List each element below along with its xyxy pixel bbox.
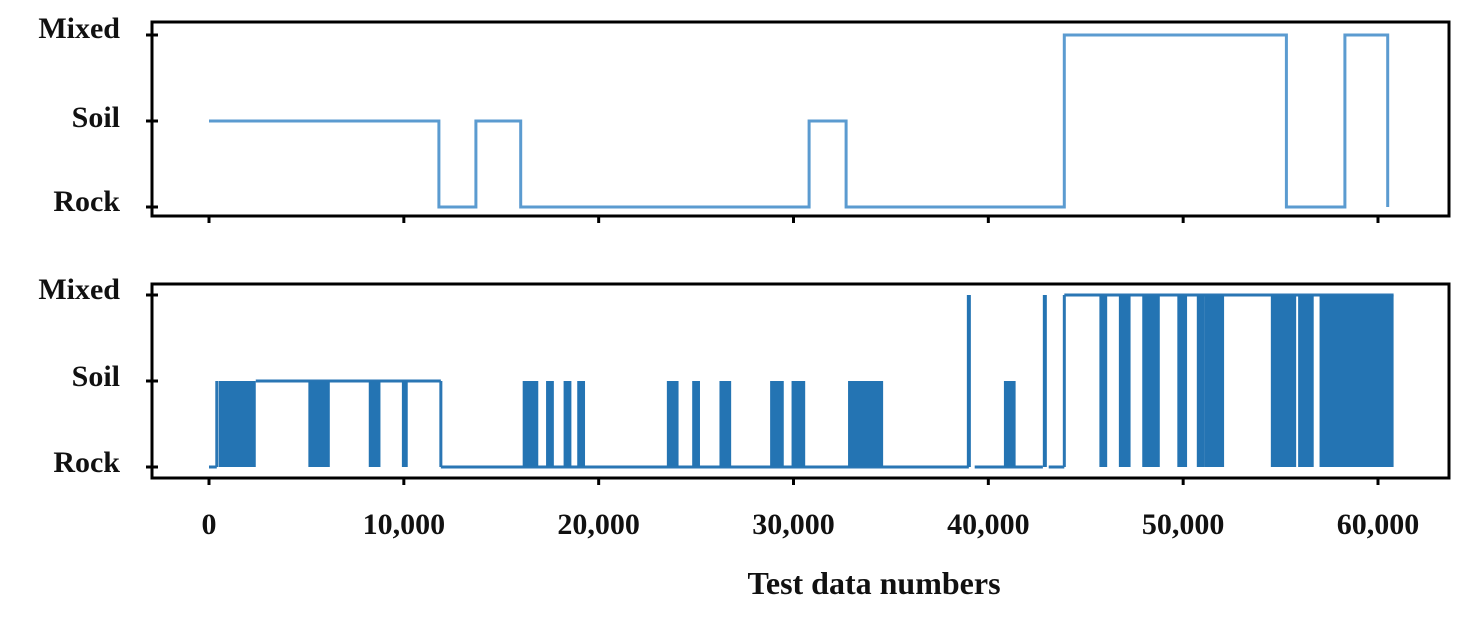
bottom-panel: Mixed Soil Rock 0 10,000 20,000 30,000 40,00… xyxy=(38,273,1451,541)
bottom-trace xyxy=(209,293,1394,469)
soil-switching-band xyxy=(692,381,700,467)
mixed-switching-band xyxy=(1298,295,1314,467)
top-panel-frame xyxy=(150,20,1451,218)
x-tick-label: 10,000 xyxy=(363,508,446,541)
soil-switching-band xyxy=(719,381,732,467)
mixed-switching-band xyxy=(1118,295,1131,467)
mixed-switching-band xyxy=(1142,295,1160,467)
mixed-switching-band xyxy=(1099,295,1108,467)
soil-switching-band xyxy=(1003,381,1016,467)
soil-switching-band xyxy=(368,381,381,467)
x-tick-label: 30,000 xyxy=(752,508,835,541)
top-ticks xyxy=(146,33,1380,223)
bottom-ticks xyxy=(146,293,1380,485)
top-y-label-rock: Rock xyxy=(53,185,120,218)
x-tick-label: 0 xyxy=(202,508,217,541)
top-y-label-mixed: Mixed xyxy=(38,12,120,45)
x-tick-label: 60,000 xyxy=(1337,508,1420,541)
soil-switching-band xyxy=(308,381,330,467)
mixed-switching-band xyxy=(1196,295,1205,467)
x-axis-title: Test data numbers xyxy=(747,565,1000,601)
x-tick-labels: 0 10,000 20,000 30,000 40,000 50,000 60,000 xyxy=(202,508,1420,541)
soil-switching-band xyxy=(770,381,784,467)
soil-switching-band xyxy=(577,381,586,467)
top-y-label-soil: Soil xyxy=(72,101,120,134)
bottom-y-label-soil: Soil xyxy=(72,360,120,393)
mixed-spike xyxy=(966,295,971,467)
soil-switching-band xyxy=(848,381,884,467)
mixed-switching-band xyxy=(1270,295,1297,467)
soil-switching-band xyxy=(546,381,554,467)
x-tick-label: 50,000 xyxy=(1142,508,1225,541)
mixed-spike xyxy=(1042,295,1047,467)
bottom-y-label-rock: Rock xyxy=(53,446,120,479)
x-tick-label: 40,000 xyxy=(947,508,1030,541)
soil-switching-band xyxy=(563,381,572,467)
mixed-switching-band xyxy=(1319,295,1394,467)
mixed-switching-band xyxy=(1204,295,1225,467)
top-trace xyxy=(209,33,1390,209)
mixed-switching-band xyxy=(1177,295,1188,467)
soil-switching-band xyxy=(791,381,806,467)
top-panel: Mixed Soil Rock xyxy=(38,12,1451,223)
soil-switching-band xyxy=(218,381,256,467)
soil-switching-band xyxy=(401,381,408,467)
soil-switching-band xyxy=(522,381,539,467)
top-series-line xyxy=(209,33,1390,209)
x-tick-label: 20,000 xyxy=(557,508,640,541)
bottom-y-label-mixed: Mixed xyxy=(38,273,120,306)
soil-switching-band xyxy=(666,381,679,467)
